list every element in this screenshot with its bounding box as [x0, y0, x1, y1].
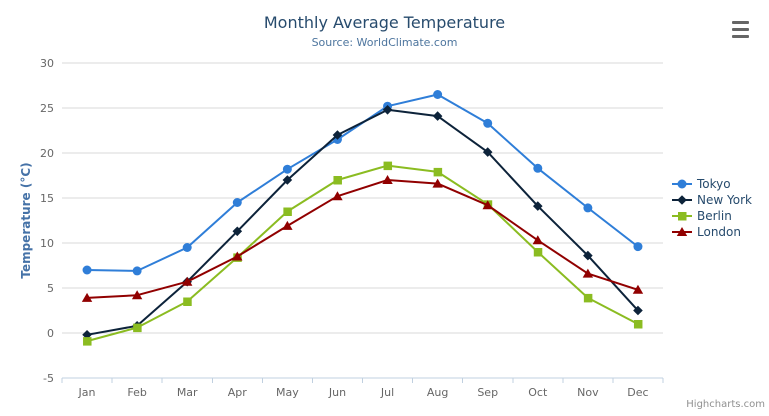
circle-marker-icon: [672, 179, 692, 189]
series-tokyo[interactable]: [82, 90, 643, 276]
svg-text:-5: -5: [43, 372, 54, 385]
x-axis: [61, 377, 664, 383]
svg-text:Sep: Sep: [477, 386, 498, 399]
svg-text:20: 20: [40, 147, 54, 160]
legend-item-new-york[interactable]: New York: [672, 192, 752, 208]
chart-title: Monthly Average Temperature: [263, 13, 506, 32]
chart-subtitle: Source: WorldClimate.com: [311, 36, 458, 49]
svg-text:15: 15: [40, 192, 54, 205]
legend-item-london[interactable]: London: [672, 224, 752, 240]
triangle-marker-icon: [672, 227, 692, 236]
svg-text:30: 30: [40, 57, 54, 70]
svg-text:Jun: Jun: [328, 386, 346, 399]
svg-text:Aug: Aug: [427, 386, 448, 399]
hamburger-icon: [732, 35, 749, 38]
legend-item-tokyo[interactable]: Tokyo: [672, 176, 752, 192]
series-new-york[interactable]: [82, 105, 643, 340]
x-axis-labels: Jan Feb Mar Apr May Jun Jul Aug Sep Oct Nov Dec: [78, 386, 649, 399]
svg-text:10: 10: [40, 237, 54, 250]
diamond-marker-icon: [672, 195, 692, 205]
export-menu-button[interactable]: [732, 21, 752, 38]
svg-text:Nov: Nov: [577, 386, 599, 399]
svg-text:5: 5: [47, 282, 54, 295]
legend-item-berlin[interactable]: Berlin: [672, 208, 752, 224]
svg-text:Dec: Dec: [627, 386, 648, 399]
hamburger-icon: [732, 28, 749, 31]
legend-label: London: [697, 225, 741, 239]
y-axis-labels: -5 0 5 10 15 20 25 30: [40, 57, 54, 385]
svg-text:Oct: Oct: [528, 386, 548, 399]
svg-text:Apr: Apr: [228, 386, 248, 399]
legend-label: Berlin: [697, 209, 732, 223]
svg-text:Jan: Jan: [78, 386, 96, 399]
svg-text:Mar: Mar: [177, 386, 198, 399]
legend: Tokyo New York Berlin London: [672, 176, 752, 240]
svg-text:May: May: [276, 386, 299, 399]
legend-label: Tokyo: [697, 177, 731, 191]
legend-label: New York: [697, 193, 752, 207]
y-axis-title: Temperature (°C): [19, 162, 33, 278]
series-london[interactable]: [81, 175, 644, 302]
svg-text:Feb: Feb: [127, 386, 146, 399]
svg-text:0: 0: [47, 327, 54, 340]
svg-text:25: 25: [40, 102, 54, 115]
hamburger-icon: [732, 21, 749, 24]
square-marker-icon: [672, 212, 692, 221]
credits-link[interactable]: Highcharts.com: [686, 399, 765, 410]
svg-text:Jul: Jul: [380, 386, 394, 399]
y-gridlines: [62, 62, 663, 334]
